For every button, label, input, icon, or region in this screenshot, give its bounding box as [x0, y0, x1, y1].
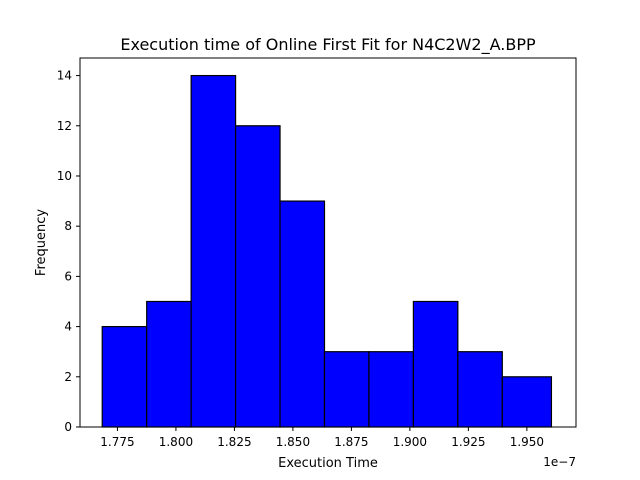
- plot-frame: [79, 57, 577, 428]
- x-tick-label-6: 1.900: [393, 435, 427, 449]
- histogram-bar-8: [412, 300, 459, 428]
- histogram-bar-10: [501, 376, 553, 428]
- x-tick-label-1: 1.775: [100, 435, 134, 449]
- y-axis-label: Frequency: [34, 209, 49, 276]
- y-tick-label-6: 10: [57, 169, 72, 183]
- histogram-bar-9: [457, 351, 503, 428]
- histogram-bar-4: [234, 125, 281, 428]
- bars-group: [101, 74, 553, 428]
- x-axis-offset-text: 1e−7: [543, 455, 576, 469]
- histogram-bar-6: [323, 351, 370, 428]
- y-tick-label-7: 12: [57, 119, 72, 133]
- x-axis-ticks: 1.775 1.800 1.825 1.850 1.875 1.900 1.925 1.950: [100, 427, 544, 449]
- y-tick-label-4: 6: [64, 269, 72, 283]
- y-tick-label-2: 2: [64, 370, 72, 384]
- x-axis-label: Execution Time: [278, 456, 378, 471]
- y-tick-label-8: 14: [57, 69, 72, 83]
- x-tick-label-8: 1.950: [510, 435, 544, 449]
- y-tick-label-5: 8: [64, 219, 72, 233]
- x-tick-label-7: 1.925: [451, 435, 485, 449]
- x-tick-label-4: 1.850: [276, 435, 310, 449]
- x-tick-label-2: 1.800: [159, 435, 193, 449]
- histogram-bar-2: [146, 300, 192, 428]
- histogram-bar-7: [368, 351, 414, 428]
- histogram-bar-1: [101, 325, 148, 428]
- histogram-bar-3: [190, 74, 237, 428]
- y-tick-label-1: 0: [64, 420, 72, 434]
- y-tick-label-3: 4: [64, 320, 72, 334]
- y-axis-ticks: 0 2 4 6 8 10 12 14: [57, 69, 80, 434]
- histogram-bar-5: [279, 200, 326, 428]
- x-tick-label-3: 1.825: [217, 435, 251, 449]
- x-tick-label-5: 1.875: [334, 435, 368, 449]
- chart-title: Execution time of Online First Fit for N…: [120, 35, 536, 55]
